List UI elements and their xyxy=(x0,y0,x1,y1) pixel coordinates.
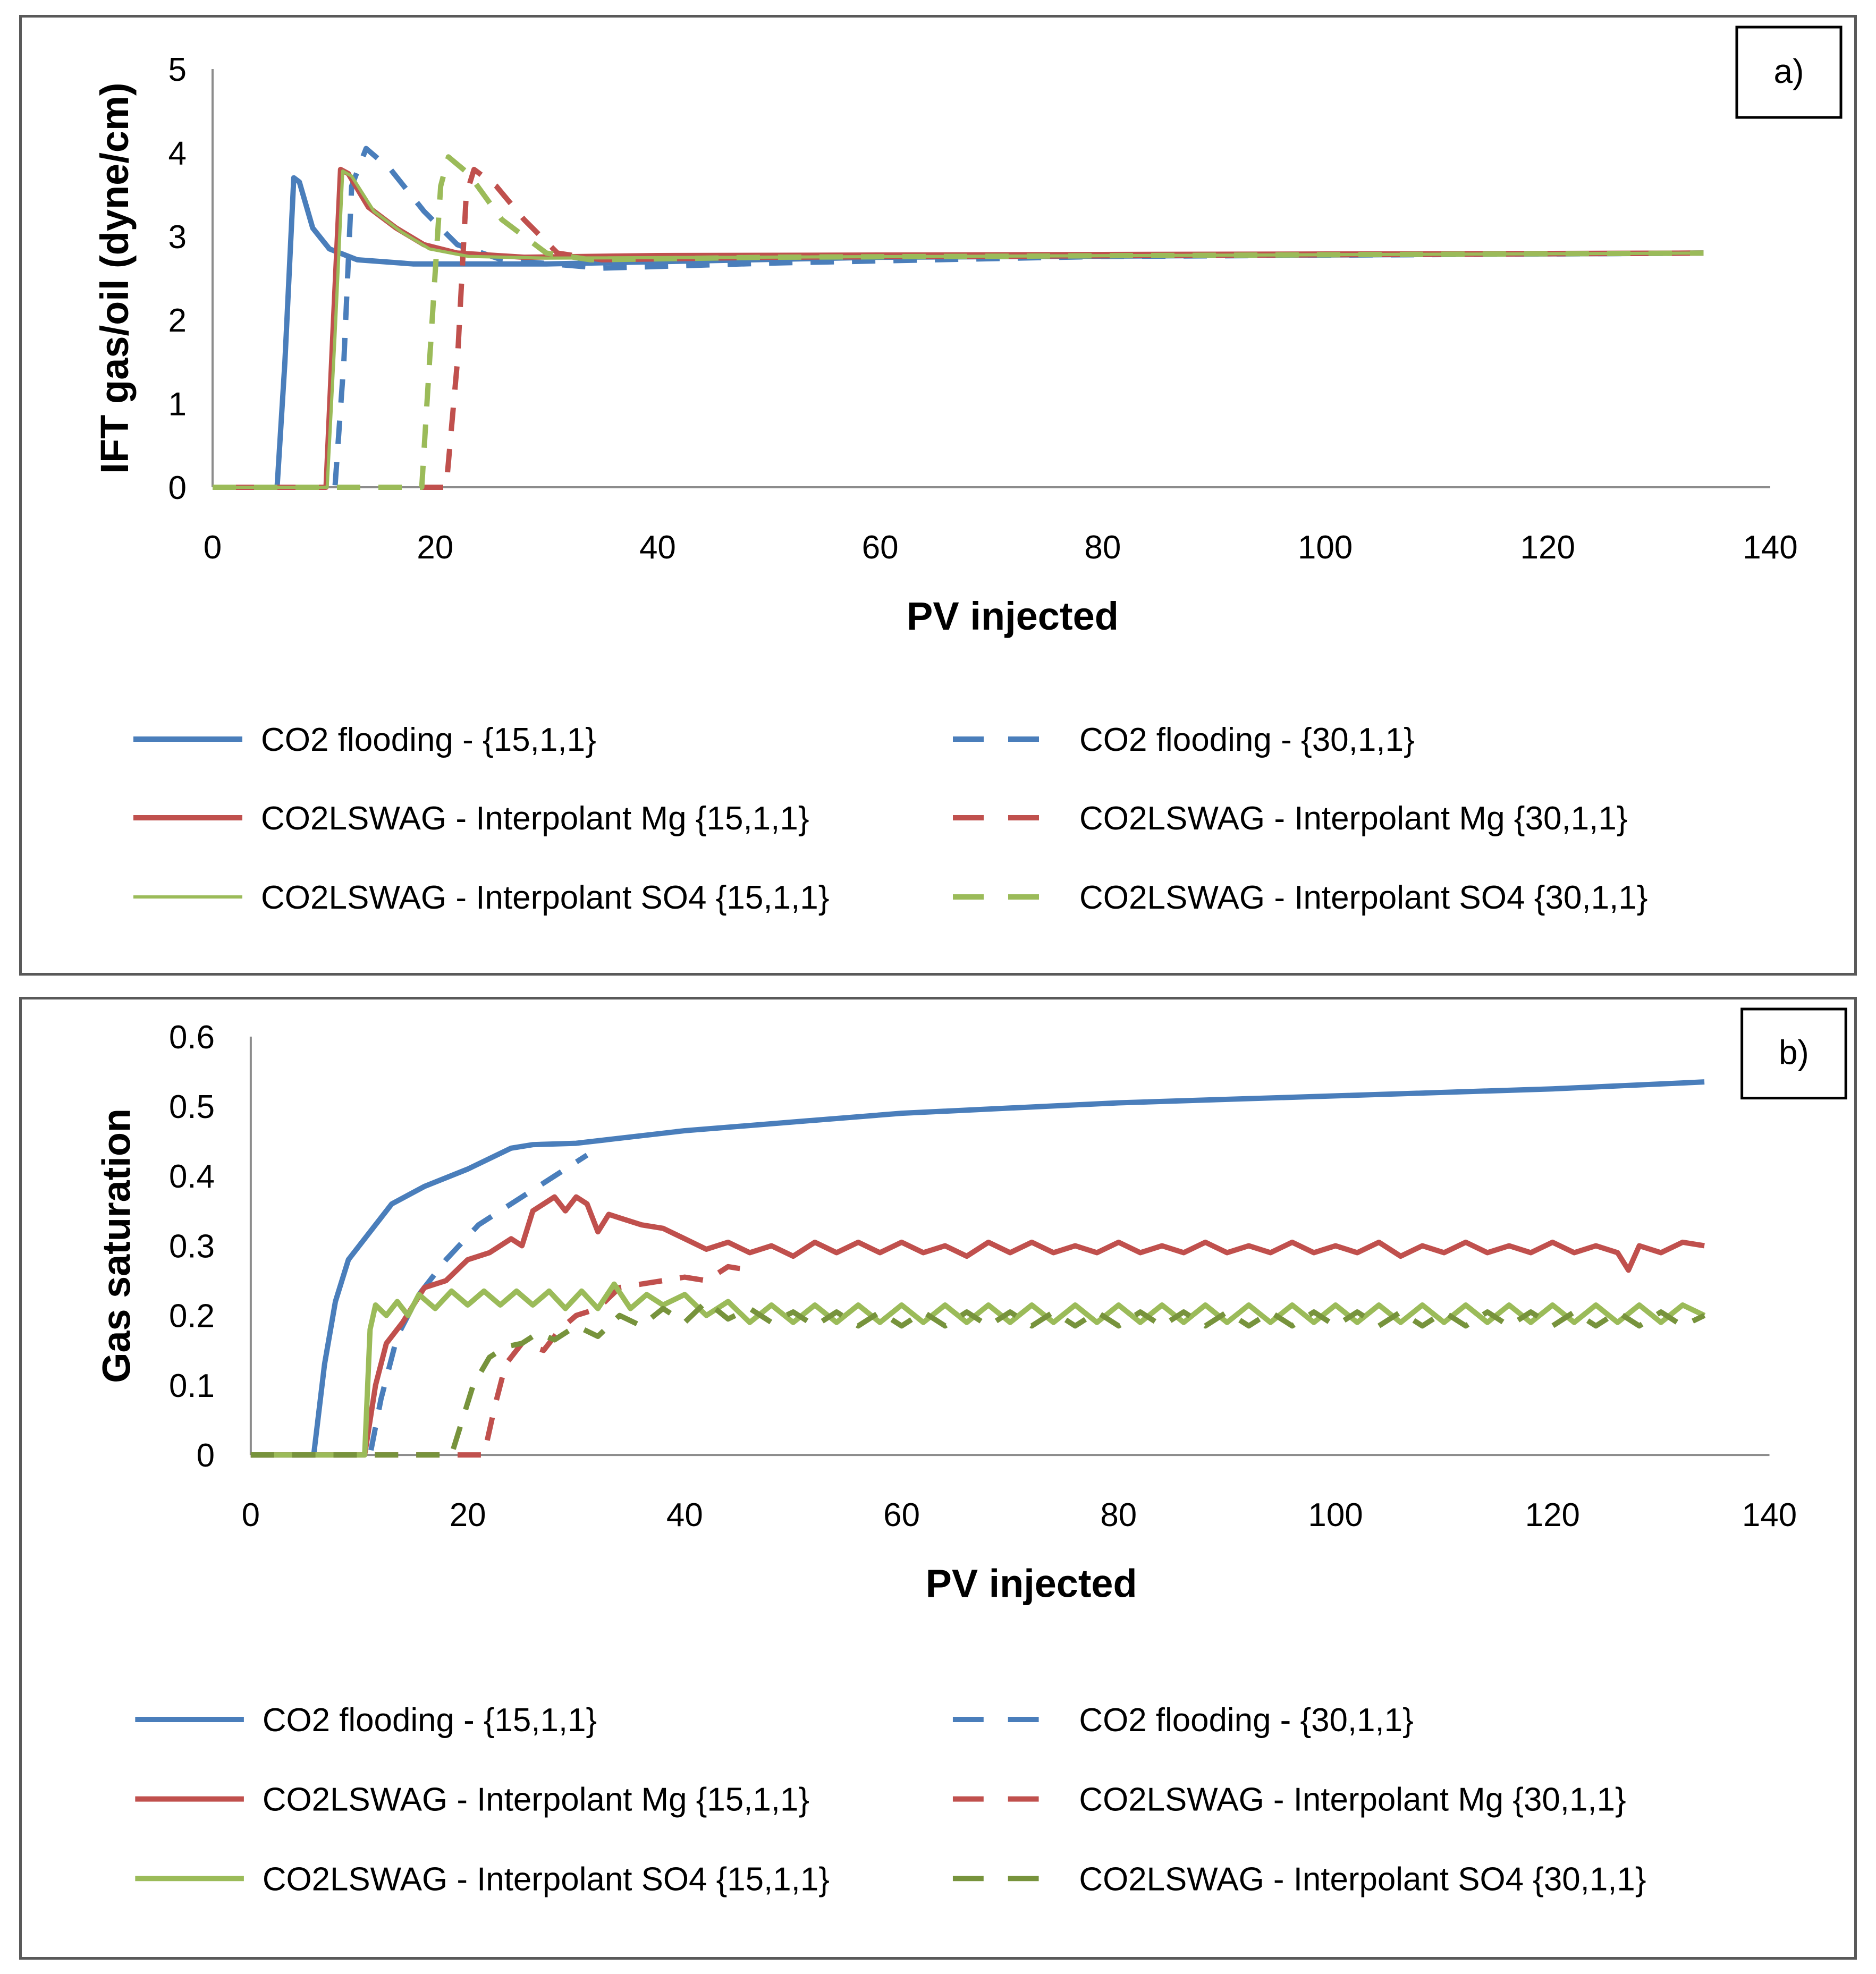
y-tick-label: 0.3 xyxy=(169,1228,215,1265)
legend-label-2: CO2 flooding - {30,1,1} xyxy=(1079,722,1415,758)
legend-label-3: CO2LSWAG - Interpolant Mg {15,1,1} xyxy=(263,1782,809,1818)
x-tick-label: 140 xyxy=(1742,1497,1797,1534)
panel-label: a) xyxy=(1774,52,1804,90)
legend-label-6: CO2LSWAG - Interpolant SO4 {30,1,1} xyxy=(1079,879,1648,916)
series-line-1 xyxy=(213,175,1704,490)
y-tick-label: 2 xyxy=(168,302,187,339)
series-line-2 xyxy=(213,146,1704,490)
legend-label-4: CO2LSWAG - Interpolant Mg {30,1,1} xyxy=(1079,1782,1626,1818)
y-axis-title: Gas saturation xyxy=(94,1108,138,1383)
x-tick-label: 60 xyxy=(883,1497,920,1534)
y-tick-label: 5 xyxy=(168,52,187,88)
series-line-2 xyxy=(250,1153,589,1458)
series-line-3 xyxy=(250,1194,1705,1458)
ift-chart: 0 20 40 60 80 100 120 140 0 1 2 3 4 5 PV injected IFT g… xyxy=(92,26,1843,916)
x-tick-label: 120 xyxy=(1525,1497,1580,1534)
legend-label-3: CO2LSWAG - Interpolant Mg {15,1,1} xyxy=(261,800,809,837)
legend-label-5: CO2LSWAG - Interpolant SO4 {15,1,1} xyxy=(263,1861,830,1897)
x-tick-label: 100 xyxy=(1308,1497,1363,1534)
x-axis-title: PV injected xyxy=(926,1561,1137,1605)
gas-saturation-chart: 0 20 40 60 80 100 120 140 0 0.1 0.2 0.3 0.4 0.5 0.6 PV … xyxy=(94,1007,1847,1897)
y-tick-label: 0 xyxy=(197,1437,215,1474)
panel-label: b) xyxy=(1779,1033,1809,1072)
legend-label-4: CO2LSWAG - Interpolant Mg {30,1,1} xyxy=(1079,800,1628,837)
x-tick-label: 40 xyxy=(639,529,676,566)
legend-label-2: CO2 flooding - {30,1,1} xyxy=(1079,1702,1413,1739)
x-tick-label: 60 xyxy=(862,529,899,566)
x-tick-label: 20 xyxy=(417,529,453,566)
y-axis-title: IFT gas/oil (dyne/cm) xyxy=(92,83,137,474)
series-line-5 xyxy=(213,170,1704,489)
y-tick-label: 0.1 xyxy=(169,1368,215,1404)
legend-label-1: CO2 flooding - {15,1,1} xyxy=(263,1702,597,1739)
y-tick-label: 0.4 xyxy=(169,1158,215,1195)
y-tick-label: 3 xyxy=(168,219,187,256)
x-tick-label: 120 xyxy=(1520,529,1575,566)
y-tick-label: 4 xyxy=(168,135,187,172)
x-tick-label: 20 xyxy=(450,1497,486,1534)
chart-panel-a: 0 20 40 60 80 100 120 140 0 1 2 3 4 5 PV injected IFT g… xyxy=(19,15,1857,976)
y-tick-label: 0.5 xyxy=(169,1089,215,1125)
y-tick-label: 0.2 xyxy=(169,1298,215,1335)
x-tick-label: 0 xyxy=(242,1497,260,1534)
series-line-6 xyxy=(213,154,1704,490)
series-line-6 xyxy=(250,1299,1706,1458)
series-line-4 xyxy=(250,1264,750,1458)
legend-label-6: CO2LSWAG - Interpolant SO4 {30,1,1} xyxy=(1079,1861,1646,1897)
y-tick-label: 0.6 xyxy=(169,1019,215,1056)
series-line-3 xyxy=(213,166,1704,490)
legend-label-5: CO2LSWAG - Interpolant SO4 {15,1,1} xyxy=(261,879,830,916)
legend-label-1: CO2 flooding - {15,1,1} xyxy=(261,722,596,758)
x-tick-label: 100 xyxy=(1298,529,1353,566)
chart-panel-b: 0 20 40 60 80 100 120 140 0 0.1 0.2 0.3 0.4 0.5 0.6 PV … xyxy=(19,997,1857,1960)
panel-label-box xyxy=(1740,1007,1847,1100)
y-tick-label: 0 xyxy=(168,470,187,506)
x-tick-label: 40 xyxy=(666,1497,703,1534)
series-line-1 xyxy=(250,1079,1705,1458)
x-axis-title: PV injected xyxy=(907,594,1119,638)
series-line-4 xyxy=(213,166,1704,490)
x-tick-label: 0 xyxy=(204,529,222,566)
panel-label-box xyxy=(1735,26,1843,119)
x-tick-label: 140 xyxy=(1743,529,1797,566)
x-tick-label: 80 xyxy=(1100,1497,1137,1534)
x-tick-label: 80 xyxy=(1084,529,1121,566)
y-tick-label: 1 xyxy=(168,386,187,423)
